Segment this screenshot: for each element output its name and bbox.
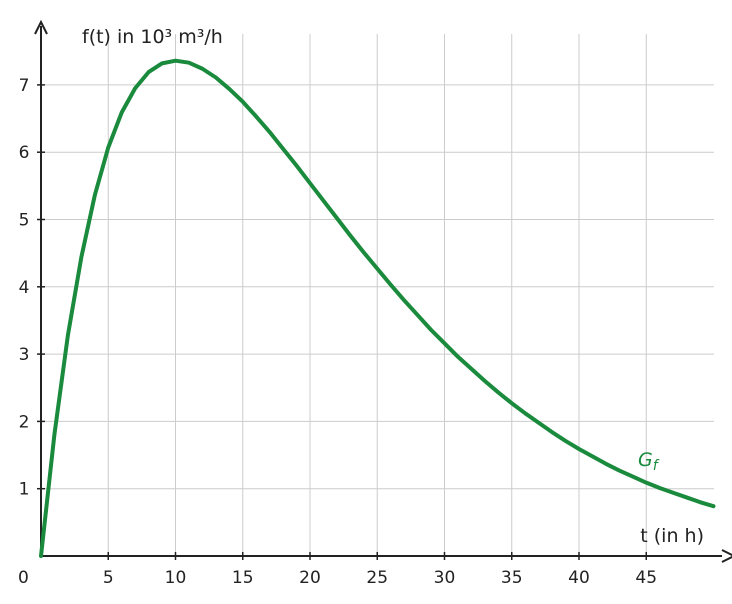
data-point [53,433,56,435]
data-point [282,148,284,150]
data-point [632,475,634,478]
data-point [94,194,96,196]
data-point [269,131,271,133]
data-point [605,463,607,465]
x-tick-label-35: 35 [501,568,523,588]
series-label-sub: f [653,458,660,474]
data-point [121,111,123,114]
x-axis-arrow-icon [721,549,732,563]
grid [41,34,714,556]
data-point [174,60,177,62]
x-axis-label: t (in h) [640,525,704,547]
data-point [699,501,701,503]
y-tick-label-7: 7 [19,76,30,96]
data-point [564,440,567,442]
data-point [403,299,405,301]
data-point [470,368,472,370]
series-label: Gf [638,449,660,474]
data-point [255,115,257,118]
series-layer: Gf [39,58,716,558]
y-tick-label-4: 4 [19,278,30,298]
data-point [201,68,203,70]
data-point [376,268,378,270]
x-tick-label-10: 10 [165,568,187,588]
data-point [430,329,432,331]
data-point [161,62,163,64]
data-point [188,62,190,64]
origin-label: 0 [18,568,29,588]
y-tick-label-2: 2 [19,412,30,432]
data-point [80,256,82,258]
data-point [712,505,715,507]
x-tick-label-40: 40 [568,568,590,588]
data-point [497,391,499,394]
data-point [672,492,674,494]
y-tick-label-1: 1 [19,480,30,500]
x-tick-label-20: 20 [299,568,321,588]
data-point [215,76,217,79]
data-point [40,555,42,557]
data-point [134,87,136,89]
data-point [67,334,69,336]
x-tick-label-30: 30 [434,568,456,588]
y-axis-arrow-icon [34,19,48,35]
y-tick-label-5: 5 [19,211,30,231]
x-tick-label-5: 5 [103,568,114,588]
data-point [242,101,244,103]
data-point [551,431,553,433]
data-point [336,217,338,219]
x-tick-label-15: 15 [232,568,254,588]
data-point [390,284,392,286]
y-axis-label: f(t) in 10³ m³/h [82,26,223,48]
data-point [363,251,365,254]
x-tick-label-45: 45 [635,568,657,588]
x-tick-label-25: 25 [366,568,388,588]
data-point [309,182,311,184]
data-point [417,314,419,316]
data-point [511,402,513,404]
data-point [322,200,325,202]
data-point [659,487,661,489]
y-tick-label-6: 6 [19,143,30,163]
data-point [578,448,580,450]
data-point [686,496,688,499]
data-point [618,469,620,472]
series-label-main: G [638,449,653,471]
data-point [524,412,526,414]
data-point [538,422,540,424]
data-point [457,356,459,358]
data-point [228,88,230,90]
data-point [484,380,486,382]
data-point [591,455,594,457]
data-point [107,146,109,149]
y-tick-label-3: 3 [19,345,30,365]
data-point [349,235,351,237]
data-point [443,342,446,344]
data-point [645,482,647,484]
axes [34,19,732,563]
data-point [148,71,150,73]
data-point [295,165,298,167]
